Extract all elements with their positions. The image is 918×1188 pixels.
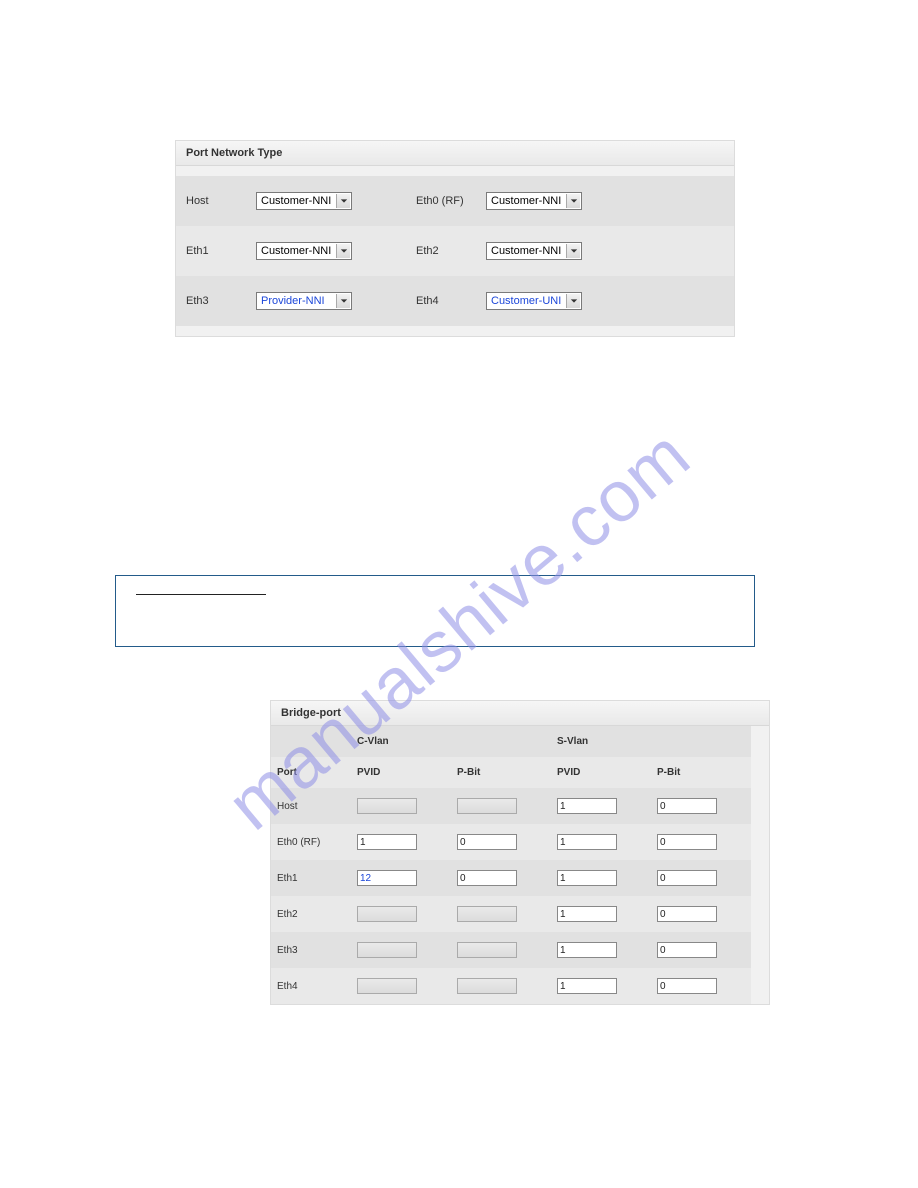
bp-c-pbit-2[interactable] <box>457 870 517 886</box>
bp-head-port: Port <box>271 757 351 788</box>
bp-port-label: Eth1 <box>271 860 351 896</box>
bp-cell <box>651 968 751 1004</box>
bp-port-label: Eth2 <box>271 896 351 932</box>
bp-cell <box>551 968 651 1004</box>
bp-head-svlan: S-Vlan <box>551 726 651 757</box>
bp-cell <box>551 788 651 824</box>
bp-cell <box>451 896 551 932</box>
bp-c-pvid-1[interactable] <box>357 834 417 850</box>
chevron-down-icon <box>336 244 350 258</box>
bp-cell <box>651 932 751 968</box>
pnt-label-b: Eth0 (RF) <box>416 195 486 207</box>
pnt-select-1-b[interactable]: Customer-NNI <box>486 242 582 260</box>
bp-c-pbit-4 <box>457 942 517 958</box>
bp-c-pvid-5 <box>357 978 417 994</box>
bp-cell <box>351 824 451 860</box>
bp-head-s-pbit: P-Bit <box>651 757 751 788</box>
pnt-label-a: Eth1 <box>186 245 256 257</box>
bp-cell <box>351 896 451 932</box>
bp-cell <box>351 932 451 968</box>
bp-blank <box>651 726 751 757</box>
pnt-select-2-a[interactable]: Provider-NNI <box>256 292 352 310</box>
bp-cell <box>451 788 551 824</box>
bp-s-pbit-3[interactable] <box>657 906 717 922</box>
bp-s-pvid-1[interactable] <box>557 834 617 850</box>
pnt-select-0-a[interactable]: Customer-NNI <box>256 192 352 210</box>
bp-blank <box>271 726 351 757</box>
bp-port-label: Host <box>271 788 351 824</box>
bp-c-pbit-5 <box>457 978 517 994</box>
bp-c-pvid-0 <box>357 798 417 814</box>
port-network-type-row: Host Customer-NNI Eth0 (RF) Customer-NNI <box>176 176 734 226</box>
select-value: Customer-UNI <box>491 295 561 307</box>
bp-s-pbit-5[interactable] <box>657 978 717 994</box>
bp-cell <box>551 860 651 896</box>
select-value: Customer-NNI <box>261 245 331 257</box>
bp-cell <box>451 968 551 1004</box>
bp-s-pvid-3[interactable] <box>557 906 617 922</box>
bp-port-label: Eth0 (RF) <box>271 824 351 860</box>
bp-c-pbit-3 <box>457 906 517 922</box>
port-network-type-title: Port Network Type <box>176 141 734 166</box>
bp-c-pvid-3 <box>357 906 417 922</box>
chevron-down-icon <box>566 194 580 208</box>
port-network-type-body: HostCustomer-NNIEth0 (RF)Customer-NNIEth… <box>176 166 734 336</box>
chevron-down-icon <box>566 294 580 308</box>
bp-cell <box>351 788 451 824</box>
bridge-port-body: C-VlanS-VlanPortPVIDP-BitPVIDP-BitHostEt… <box>271 726 769 1004</box>
bp-head-c-pvid: PVID <box>351 757 451 788</box>
bp-s-pvid-2[interactable] <box>557 870 617 886</box>
bp-cell <box>651 824 751 860</box>
bp-s-pbit-1[interactable] <box>657 834 717 850</box>
pnt-select-1-a[interactable]: Customer-NNI <box>256 242 352 260</box>
port-network-type-row: Eth3 Provider-NNI Eth4 Customer-UNI <box>176 276 734 326</box>
select-value: Provider-NNI <box>261 295 325 307</box>
bp-c-pvid-2[interactable] <box>357 870 417 886</box>
bp-cell <box>551 932 651 968</box>
page: Port Network Type Host Customer-NNI Eth0 (… <box>0 0 918 1188</box>
bp-cell <box>451 824 551 860</box>
bp-blank <box>451 726 551 757</box>
bp-port-label: Eth4 <box>271 968 351 1004</box>
bp-cell <box>551 896 651 932</box>
bp-cell <box>651 860 751 896</box>
bp-cell <box>451 932 551 968</box>
port-network-type-row: Eth1 Customer-NNI Eth2 Customer-NNI <box>176 226 734 276</box>
pnt-select-0-b[interactable]: Customer-NNI <box>486 192 582 210</box>
bp-s-pbit-2[interactable] <box>657 870 717 886</box>
bridge-port-title: Bridge-port <box>271 701 769 726</box>
select-value: Customer-NNI <box>491 245 561 257</box>
select-value: Customer-NNI <box>491 195 561 207</box>
bp-head-s-pvid: PVID <box>551 757 651 788</box>
bp-c-pvid-4 <box>357 942 417 958</box>
pnt-label-a: Eth3 <box>186 295 256 307</box>
chevron-down-icon <box>336 194 350 208</box>
bp-s-pvid-0[interactable] <box>557 798 617 814</box>
bp-s-pbit-0[interactable] <box>657 798 717 814</box>
bridge-port-panel: Bridge-port C-VlanS-VlanPortPVIDP-BitPVI… <box>270 700 770 1005</box>
bp-cell <box>351 968 451 1004</box>
pnt-label-a: Host <box>186 195 256 207</box>
select-value: Customer-NNI <box>261 195 331 207</box>
bp-s-pvid-4[interactable] <box>557 942 617 958</box>
chevron-down-icon <box>566 244 580 258</box>
pnt-label-b: Eth2 <box>416 245 486 257</box>
bp-cell <box>351 860 451 896</box>
bp-cell <box>551 824 651 860</box>
pnt-label-b: Eth4 <box>416 295 486 307</box>
bp-c-pbit-0 <box>457 798 517 814</box>
port-network-type-panel: Port Network Type Host Customer-NNI Eth0 (… <box>175 140 735 337</box>
pnt-select-2-b[interactable]: Customer-UNI <box>486 292 582 310</box>
bp-c-pbit-1[interactable] <box>457 834 517 850</box>
chevron-down-icon <box>336 294 350 308</box>
bp-cell <box>451 860 551 896</box>
bp-cell <box>651 788 751 824</box>
info-box <box>115 575 755 647</box>
bp-head-c-pbit: P-Bit <box>451 757 551 788</box>
bp-head-cvlan: C-Vlan <box>351 726 451 757</box>
bp-s-pbit-4[interactable] <box>657 942 717 958</box>
bp-cell <box>651 896 751 932</box>
bp-s-pvid-5[interactable] <box>557 978 617 994</box>
bp-port-label: Eth3 <box>271 932 351 968</box>
